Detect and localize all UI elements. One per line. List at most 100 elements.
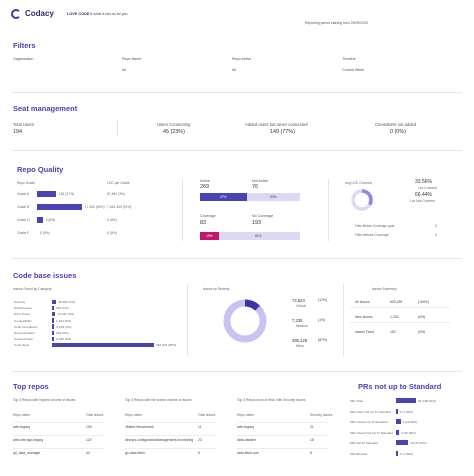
grade-value: 152 (27%): [58, 192, 75, 196]
loc-per-grade-label: LOC per Grade: [107, 181, 130, 185]
divider: [182, 179, 183, 241]
repo-name-cell[interactable]: data-handler: [237, 438, 257, 442]
loc-not-covered-label: Loc Not Covered: [410, 199, 435, 203]
repo-value-cell: 8: [310, 451, 312, 455]
organization-select[interactable]: [13, 66, 108, 73]
pr-bar: [396, 398, 416, 403]
severity-pct: (12%): [318, 298, 328, 302]
below-goal-label: Files Below Coverage goal: [355, 224, 395, 228]
no-coverage-value: 193: [252, 220, 261, 226]
row-divider: [13, 435, 105, 436]
active-value: 269: [200, 184, 209, 190]
donut-arc: [351, 189, 373, 211]
repo-col-header: Repo name: [237, 413, 255, 417]
fixed-value: 152: [390, 330, 396, 334]
repo-name-label: Repo Name: [122, 57, 142, 61]
summary-label: Issues Summary: [372, 287, 397, 291]
prs-title: PRs not up to Standard: [358, 382, 442, 391]
severity-label: Critical: [296, 304, 307, 308]
repo-name-cell[interactable]: JMeter-Benchmark: [125, 425, 154, 429]
divider: [187, 284, 188, 356]
category-value: 487,670 (85%): [156, 343, 177, 348]
pr-bar: [396, 408, 398, 414]
top-repos-title: Top repos: [13, 382, 49, 391]
repo-name-cell[interactable]: web-site-app-legacy: [13, 438, 44, 442]
no-coverage-bar-text: 81%: [255, 234, 262, 238]
repo-name-cell[interactable]: data-fetch-one: [237, 451, 259, 455]
repo-value-cell: 21: [310, 425, 314, 429]
repo-name-cell[interactable]: devops-configurationManagement-monitorin…: [125, 438, 194, 442]
repo-value-cell: 15: [310, 438, 314, 442]
without-coverage-value: 0: [435, 233, 437, 237]
repo-active-select[interactable]: All: [232, 68, 236, 72]
repo-col-header: Security Issues: [310, 413, 333, 417]
divider: [12, 258, 462, 259]
repo-value-cell: 43: [86, 451, 90, 455]
divider: [350, 307, 450, 308]
category-value: 9,234 (2%): [56, 324, 72, 329]
divider: [12, 150, 462, 151]
category-label: Code Complexity: [14, 324, 38, 329]
category-bar: [52, 311, 56, 317]
category-label: Performance: [14, 306, 32, 311]
active-label: Active: [200, 179, 210, 183]
divider: [117, 119, 118, 137]
repo-name-cell[interactable]: web-legacy: [13, 425, 31, 429]
repo-table-label: Top 3 Repos most at Risk, with Security …: [237, 398, 306, 402]
seat-title: Seat management: [13, 104, 78, 113]
severity-label: Medium: [296, 324, 308, 328]
repo-name-cell[interactable]: qrl_data_manager: [13, 451, 41, 455]
organization-label: Organization: [13, 57, 34, 61]
all-issues-label: All Issues: [355, 300, 370, 304]
loc-value: 0 (0%): [107, 231, 117, 235]
category-value: 345 (1%): [56, 306, 69, 311]
codebase-title: Code base issues: [13, 271, 77, 280]
repo-table-label: Top 3 Repos with the lowest volume of is…: [125, 398, 192, 402]
category-bar: [52, 336, 55, 342]
repo-grade-label: Repo Grade: [17, 181, 35, 185]
repo-col-header: Total Issues: [198, 413, 216, 417]
repo-col-header: Repo name: [13, 413, 31, 417]
severity-pct: (1%): [318, 318, 326, 322]
category-value: 12,342 (3%): [57, 312, 75, 317]
filters-title: Filters: [13, 41, 36, 50]
tagline: & what it can do for you: [90, 12, 128, 16]
divider: [350, 322, 450, 323]
added-not-connected-value: 149 (77%): [270, 129, 295, 135]
all-issues-pct: (100%): [418, 300, 429, 304]
loc-covered-pct: 33.56%: [415, 179, 432, 185]
divider: [12, 371, 462, 372]
coverage-progress-bar: 19% 81%: [200, 232, 300, 240]
timeline-label: Timeline: [342, 57, 356, 61]
category-bar: [52, 342, 154, 348]
grade-value: 3 (8%): [45, 218, 56, 222]
by-category-label: Issues Found by Category: [13, 287, 52, 291]
coverage-bar-text: 19%: [206, 234, 213, 238]
grade-label: Grade F: [17, 231, 30, 235]
repo-name-cell[interactable]: web-legacy: [237, 425, 255, 429]
loc-not-covered-pct: 66.44%: [415, 192, 432, 198]
new-issues-label: New Issues: [355, 315, 373, 319]
category-label: Code Style: [14, 343, 30, 348]
row-divider: [125, 422, 217, 423]
active-progress-bar: 47% 53%: [200, 193, 300, 201]
pr-label: PRs Total: [350, 399, 363, 403]
repo-name-select[interactable]: All: [122, 68, 126, 72]
committers-label: Committers not added: [375, 122, 417, 127]
repo-value-cell: 11: [198, 425, 202, 429]
repo-active-label: Repo Active: [232, 57, 252, 61]
category-bar: [52, 324, 55, 329]
coverage-label: Coverage: [200, 214, 216, 218]
grade-value: 0 (0%): [40, 231, 50, 235]
row-divider: [237, 448, 329, 449]
severity-arcs: [223, 299, 267, 343]
pr-label: PRs Open Not Up To Standard: [350, 409, 391, 414]
repo-name-cell[interactable]: go-data-fetch: [125, 451, 145, 455]
logo-text: Codacy: [25, 9, 54, 18]
all-issues-value: 609,189: [390, 300, 403, 304]
timeline-select[interactable]: Current Week: [342, 68, 365, 72]
severity-value: 72,523: [292, 298, 305, 303]
pr-value: 4 (15.38%): [401, 430, 416, 435]
new-issues-value: 1,234: [390, 315, 399, 319]
loc-value: 0 (0%): [107, 218, 117, 222]
